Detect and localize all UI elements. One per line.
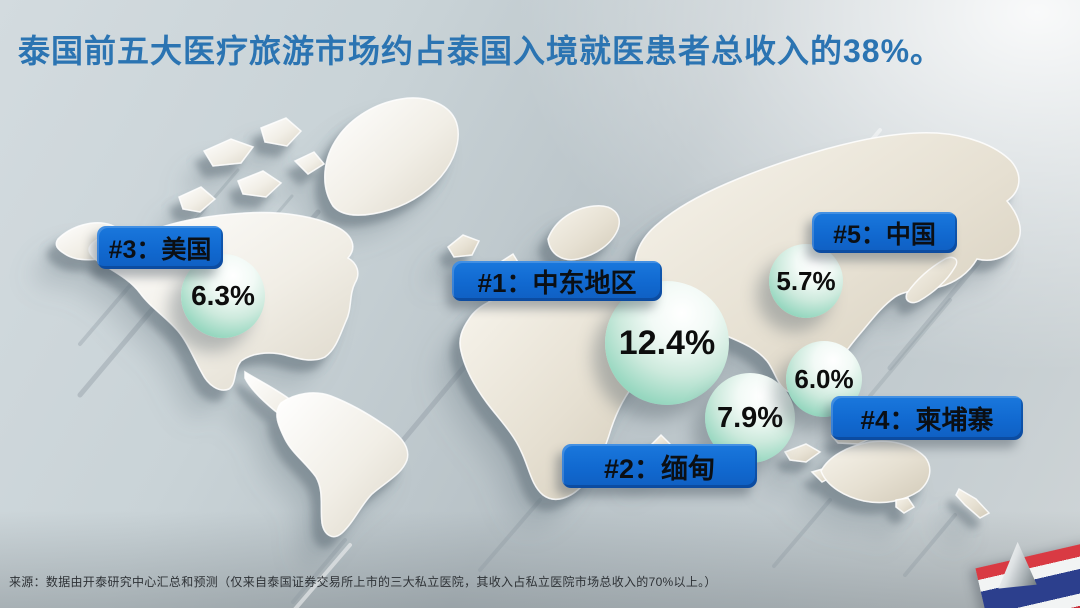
tag-rank4-cambodia: #4：柬埔寨 [831,396,1023,440]
continent-australia [820,440,991,519]
tag-rank5-china: #5：中国 [812,212,957,253]
bubble-middle-east-share: 12.4% [605,281,729,405]
bubble-china-share: 5.7% [769,244,843,318]
continent-greenland [324,97,459,216]
tag-rank2-myanmar: #2：缅甸 [562,444,757,488]
thailand-flag-icon [960,528,1080,608]
tag-rank1-middle-east: #1：中东地区 [452,261,662,301]
page-title: 泰国前五大医疗旅游市场约占泰国入境就医患者总收入的38%。 [18,33,944,69]
tag-rank3-usa: #3：美国 [97,226,223,269]
source-note: 来源：数据由开泰研究中心汇总和预测（仅来自泰国证券交易所上市的三大私立医院，其收… [9,575,717,589]
continent-south-america [276,392,409,538]
